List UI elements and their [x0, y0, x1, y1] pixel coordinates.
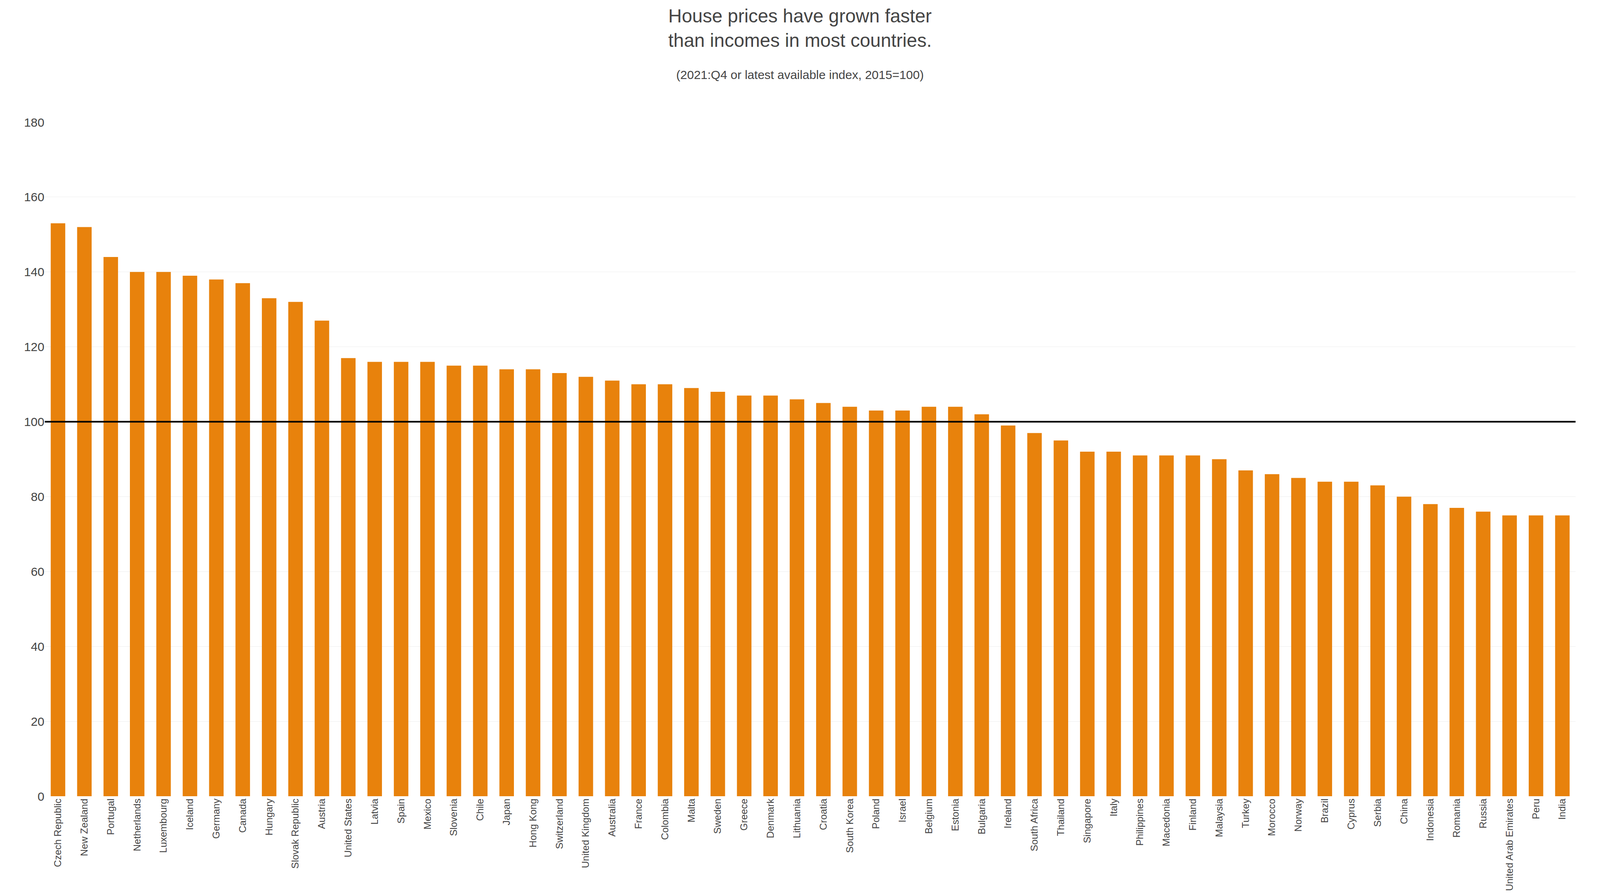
svg-text:Poland: Poland — [870, 798, 882, 830]
svg-text:House prices have grown faster: House prices have grown fasterthan incom… — [668, 5, 932, 51]
svg-text:Spain: Spain — [395, 798, 407, 824]
svg-text:Chile: Chile — [474, 798, 486, 821]
svg-text:Switzerland: Switzerland — [553, 798, 565, 850]
svg-text:Luxembourg: Luxembourg — [157, 798, 169, 853]
svg-text:Philippines: Philippines — [1134, 798, 1146, 846]
svg-text:Ireland: Ireland — [1002, 798, 1014, 829]
svg-text:Italy: Italy — [1108, 798, 1120, 817]
svg-text:Finland: Finland — [1187, 798, 1199, 831]
svg-text:Romania: Romania — [1450, 798, 1462, 838]
svg-text:Greece: Greece — [738, 798, 750, 831]
svg-text:Latvia: Latvia — [368, 798, 380, 825]
svg-text:Israel: Israel — [896, 798, 908, 823]
svg-text:Russia: Russia — [1477, 798, 1489, 829]
svg-text:Cyprus: Cyprus — [1345, 798, 1357, 830]
svg-text:Slovak Republic: Slovak Republic — [289, 798, 301, 869]
svg-text:China: China — [1398, 798, 1410, 824]
svg-text:New Zealand: New Zealand — [78, 798, 90, 856]
svg-text:Malaysia: Malaysia — [1213, 798, 1225, 837]
svg-text:United Kingdom: United Kingdom — [579, 798, 591, 869]
svg-text:South Korea: South Korea — [844, 798, 856, 853]
svg-text:Croatia: Croatia — [817, 798, 829, 830]
svg-text:Hungary: Hungary — [263, 798, 275, 836]
svg-text:Denmark: Denmark — [764, 798, 776, 839]
svg-text:100: 100 — [24, 414, 45, 429]
svg-text:0: 0 — [37, 789, 45, 804]
svg-text:United States: United States — [342, 798, 354, 858]
svg-text:Indonesia: Indonesia — [1424, 798, 1436, 841]
svg-text:Australia: Australia — [606, 798, 618, 837]
svg-text:Iceland: Iceland — [184, 798, 196, 830]
svg-text:Sweden: Sweden — [711, 798, 723, 835]
svg-text:Lithuania: Lithuania — [791, 798, 803, 839]
svg-text:80: 80 — [30, 489, 45, 504]
svg-text:Serbia: Serbia — [1371, 798, 1383, 827]
svg-text:Belgium: Belgium — [923, 798, 935, 835]
svg-text:Brazil: Brazil — [1319, 798, 1331, 824]
svg-text:180: 180 — [24, 115, 45, 130]
svg-text:United Arab Emirates: United Arab Emirates — [1503, 798, 1515, 892]
svg-text:Portugal: Portugal — [105, 798, 117, 835]
svg-text:(2021:Q4 or latest available i: (2021:Q4 or latest available index, 2015… — [676, 68, 925, 82]
svg-text:Estonia: Estonia — [949, 798, 961, 832]
svg-text:Colombia: Colombia — [659, 798, 671, 840]
svg-text:India: India — [1556, 798, 1568, 820]
svg-text:Czech Republic: Czech Republic — [52, 798, 64, 867]
svg-text:60: 60 — [30, 564, 45, 579]
svg-text:Japan: Japan — [500, 798, 512, 826]
svg-text:Malta: Malta — [685, 798, 697, 823]
svg-text:Turkey: Turkey — [1240, 798, 1252, 828]
svg-text:Singapore: Singapore — [1081, 798, 1093, 843]
svg-text:Austria: Austria — [316, 798, 328, 829]
svg-text:Peru: Peru — [1530, 798, 1542, 820]
svg-text:Mexico: Mexico — [421, 798, 433, 830]
svg-text:160: 160 — [24, 190, 45, 204]
svg-text:Netherlands: Netherlands — [131, 798, 143, 852]
svg-text:Macedonia: Macedonia — [1160, 798, 1172, 847]
svg-text:40: 40 — [30, 639, 45, 654]
svg-text:120: 120 — [24, 340, 45, 354]
svg-text:140: 140 — [24, 265, 45, 279]
svg-text:Slovenia: Slovenia — [447, 798, 459, 837]
svg-text:France: France — [632, 798, 644, 830]
svg-text:20: 20 — [30, 714, 45, 729]
svg-text:South Africa: South Africa — [1028, 798, 1040, 852]
svg-text:Canada: Canada — [237, 798, 249, 833]
svg-text:Thailand: Thailand — [1055, 798, 1067, 837]
svg-text:Morocco: Morocco — [1266, 798, 1278, 837]
svg-text:Bulgaria: Bulgaria — [976, 798, 988, 835]
svg-text:Norway: Norway — [1292, 798, 1304, 832]
svg-text:Germany: Germany — [210, 798, 222, 839]
svg-text:Hong Kong: Hong Kong — [527, 798, 539, 848]
